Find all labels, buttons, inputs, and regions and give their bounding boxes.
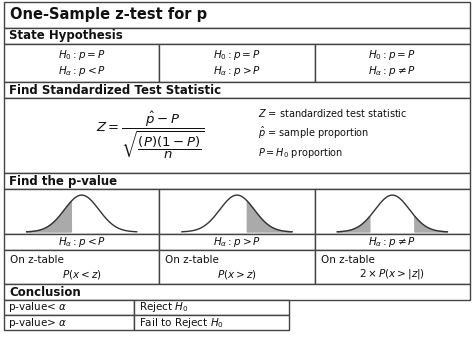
- Text: Find the p-value: Find the p-value: [9, 174, 117, 187]
- Text: $H_\alpha: p < P$: $H_\alpha: p < P$: [58, 64, 106, 78]
- Bar: [4, 98, 470, 173]
- Bar: [4, 250, 159, 284]
- Polygon shape: [415, 216, 447, 232]
- Text: $H_\alpha: p \neq P$: $H_\alpha: p \neq P$: [368, 64, 416, 78]
- Text: $Z$ = standardized test statistic: $Z$ = standardized test statistic: [258, 107, 407, 119]
- Bar: [4, 284, 470, 300]
- Text: $H_\alpha: p > P$: $H_\alpha: p > P$: [213, 64, 261, 78]
- Bar: [4, 234, 159, 250]
- Bar: [134, 300, 289, 315]
- Bar: [159, 44, 315, 82]
- Text: p-value< $\alpha$: p-value< $\alpha$: [8, 300, 67, 314]
- Text: p-value> $\alpha$: p-value> $\alpha$: [8, 316, 67, 330]
- Text: $Z = \dfrac{\hat{p} - P}{\sqrt{\dfrac{(P)(1-P)}{n}}}$: $Z = \dfrac{\hat{p} - P}{\sqrt{\dfrac{(P…: [96, 110, 204, 161]
- Polygon shape: [27, 201, 72, 232]
- Bar: [4, 300, 134, 315]
- Bar: [315, 234, 470, 250]
- Text: State Hypothesis: State Hypothesis: [9, 29, 123, 42]
- Text: $\hat{p}$ = sample proportion: $\hat{p}$ = sample proportion: [258, 125, 369, 141]
- Text: $H_0: p = P$: $H_0: p = P$: [368, 48, 416, 62]
- Text: $P = H_0$ proportion: $P = H_0$ proportion: [258, 146, 343, 160]
- Bar: [4, 173, 470, 189]
- Text: $H_0: p = P$: $H_0: p = P$: [213, 48, 261, 62]
- Bar: [4, 189, 159, 234]
- Text: $P(x > z)$: $P(x > z)$: [217, 268, 257, 281]
- Text: $H_0: p = P$: $H_0: p = P$: [58, 48, 106, 62]
- Bar: [159, 189, 315, 234]
- Text: Find Standardized Test Statistic: Find Standardized Test Statistic: [9, 84, 221, 97]
- Bar: [315, 250, 470, 284]
- Bar: [315, 44, 470, 82]
- Text: $H_\alpha: p \neq P$: $H_\alpha: p \neq P$: [368, 235, 416, 249]
- Text: $P(x < z)$: $P(x < z)$: [62, 268, 101, 281]
- Text: One-Sample z-test for p: One-Sample z-test for p: [10, 8, 207, 23]
- Text: On z-table: On z-table: [10, 255, 64, 265]
- Bar: [134, 315, 289, 330]
- Polygon shape: [247, 201, 292, 232]
- Bar: [159, 250, 315, 284]
- Text: Conclusion: Conclusion: [9, 285, 81, 298]
- Text: $H_\alpha: p < P$: $H_\alpha: p < P$: [58, 235, 106, 249]
- Bar: [315, 189, 470, 234]
- Text: Fail to Reject $H_0$: Fail to Reject $H_0$: [139, 316, 224, 330]
- Bar: [4, 28, 470, 44]
- Text: Reject $H_0$: Reject $H_0$: [139, 300, 189, 314]
- Text: $2 \times P(x > |z|)$: $2 \times P(x > |z|)$: [359, 267, 425, 281]
- Text: On z-table: On z-table: [165, 255, 219, 265]
- Bar: [4, 82, 470, 98]
- Bar: [4, 44, 159, 82]
- Bar: [159, 234, 315, 250]
- Text: On z-table: On z-table: [321, 255, 374, 265]
- Bar: [4, 2, 470, 28]
- Text: $H_\alpha: p > P$: $H_\alpha: p > P$: [213, 235, 261, 249]
- Polygon shape: [337, 216, 370, 232]
- Bar: [4, 315, 134, 330]
